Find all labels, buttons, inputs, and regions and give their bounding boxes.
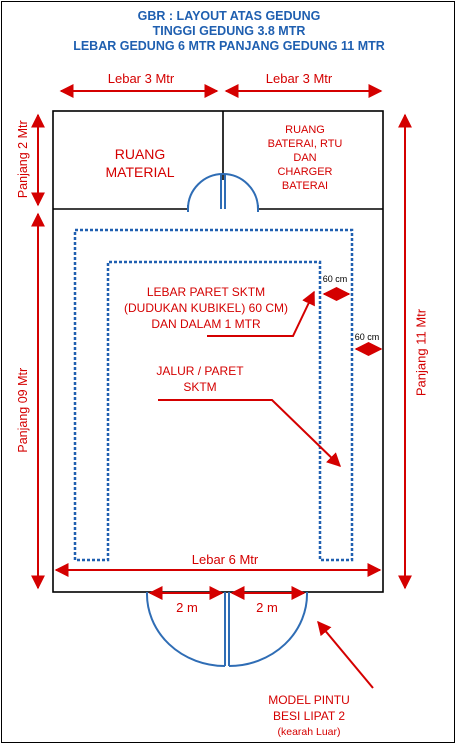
annotation-door-model-line-1: MODEL PINTU: [268, 693, 350, 707]
dim-label-bottom-width: Lebar 6 Mtr: [191, 552, 259, 567]
dim-label-trench-inner: 60 cm: [322, 274, 348, 284]
dim-label-door-right: 2 m: [256, 600, 278, 615]
main-door: [145, 591, 309, 667]
room-battery-line-3: DAN: [293, 152, 317, 164]
room-material-line-1: RUANG: [114, 146, 166, 162]
dim-label-left-upper: Panjang 2 Mtr: [15, 120, 30, 199]
main-door-arc-left: [145, 591, 226, 667]
annotation-trench-path-line-1: JALUR / PARET: [156, 364, 244, 378]
title-line-3: LEBAR GEDUNG 6 MTR PANJANG GEDUNG 11 MTR: [73, 39, 385, 53]
room-battery-line-4: CHARGER: [277, 166, 333, 178]
dim-label-door-left: 2 m: [176, 600, 198, 615]
room-battery-line-5: BATERAI: [281, 180, 329, 192]
annotation-trench-path-line-2: SKTM: [183, 380, 217, 394]
sktm-trench-path: [73, 228, 354, 562]
dim-label-top-right: Lebar 3 Mtr: [265, 71, 333, 86]
title-line-2: TINGGI GEDUNG 3.8 MTR: [152, 24, 306, 38]
dim-label-right-total: Panjang 11 Mtr: [413, 308, 429, 397]
annotation-trench-spec-line-3: DAN DALAM 1 MTR: [151, 317, 261, 331]
annotation-door-model-line-2: BESI LIPAT 2: [272, 709, 346, 723]
annotation-door-model-line-3: (kearah Luar): [277, 726, 341, 738]
annotation-trench-spec-line-1: LEBAR PARET SKTM: [146, 285, 266, 299]
room-material-line-2: MATERIAL: [105, 164, 175, 180]
annotation-trench-spec-line-2: (DUDUKAN KUBIKEL) 60 CM): [123, 301, 289, 315]
leader-trench-spec: [207, 290, 315, 337]
leader-door-model: [317, 620, 374, 689]
dimension-lines: [31, 84, 412, 689]
dim-label-left-lower: Panjang 09 Mtr: [15, 367, 30, 453]
room-battery-line-2: BATERAI, RTU: [267, 138, 343, 150]
interior-door: [187, 173, 259, 212]
title-line-1: GBR : LAYOUT ATAS GEDUNG: [137, 9, 321, 23]
interior-door-arc: [187, 173, 259, 210]
room-battery-line-1: RUANG: [285, 124, 325, 136]
leader-trench-path: [158, 399, 342, 467]
dim-label-trench-outer: 60 cm: [354, 332, 380, 342]
main-door-arc-right: [228, 591, 309, 667]
dim-label-top-left: Lebar 3 Mtr: [107, 71, 175, 86]
